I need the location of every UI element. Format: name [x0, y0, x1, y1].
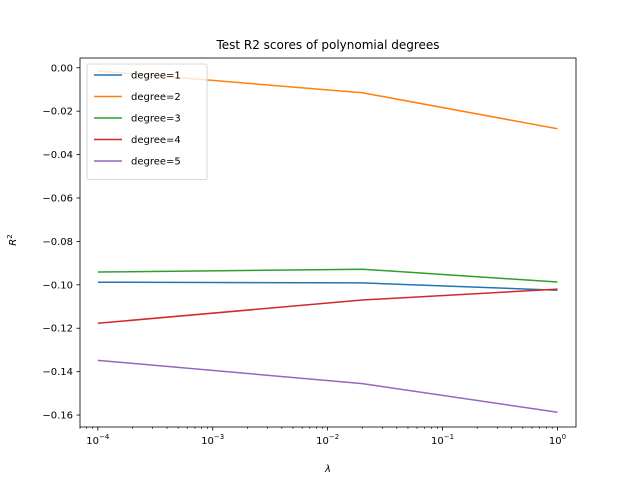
- legend: degree=1 degree=2 degree=3 degree=4 degree=5: [86, 63, 208, 180]
- y-tick-label-7: −0.12: [42, 324, 73, 335]
- y-tick-label-1: 0.00: [51, 63, 73, 74]
- legend-label-2: degree=2: [131, 92, 181, 103]
- x-axis-label: λ: [324, 464, 331, 475]
- y-tick-label-6: −0.10: [42, 280, 73, 291]
- legend-label-5: degree=5: [131, 157, 181, 168]
- y-tick-label-9: −0.16: [42, 411, 73, 422]
- x-tick-label-5: 100: [549, 433, 566, 447]
- y-tick-label-2: −0.02: [42, 107, 73, 118]
- x-tick-label-4: 10−1: [431, 433, 454, 447]
- chart-title: Test R2 scores of polynomial degrees: [215, 38, 439, 52]
- series-line-5: [97, 359, 558, 413]
- x-tick-label-2: 10−3: [201, 433, 224, 447]
- axes-layer: 10−4 10−3 10−2 10−1 100 0.00 −0.02 −0.04 −0.06 −0…: [42, 57, 577, 447]
- x-tick-label-3: 10−2: [316, 433, 339, 447]
- legend-label-4: degree=4: [131, 135, 181, 146]
- y-tick-label-5: −0.08: [42, 237, 73, 248]
- legend-label-3: degree=3: [131, 114, 181, 125]
- legend-label-1: degree=1: [131, 71, 181, 82]
- series-line-3: [97, 268, 558, 283]
- y-tick-label-4: −0.06: [42, 194, 73, 205]
- series-line-1: [97, 281, 558, 291]
- x-tick-label-1: 10−4: [86, 433, 110, 447]
- y-tick-label-3: −0.04: [42, 150, 73, 161]
- y-tick-label-8: −0.14: [42, 367, 73, 378]
- legend-box: [86, 63, 208, 180]
- y-axis-label: R2: [6, 234, 19, 245]
- series-line-4: [97, 288, 558, 324]
